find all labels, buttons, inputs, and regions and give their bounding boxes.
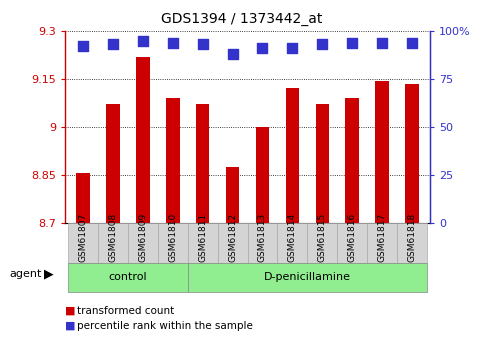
- Bar: [367, 223, 397, 263]
- Point: [258, 46, 266, 51]
- Bar: [136, 57, 150, 223]
- Bar: [98, 223, 128, 263]
- Text: GSM61814: GSM61814: [288, 213, 297, 262]
- Bar: [226, 167, 239, 223]
- Text: ■: ■: [65, 306, 76, 315]
- Bar: [218, 223, 248, 263]
- Text: GSM61816: GSM61816: [348, 213, 356, 262]
- Text: GSM61813: GSM61813: [258, 213, 267, 262]
- Bar: [188, 263, 427, 292]
- Bar: [188, 223, 218, 263]
- Text: agent: agent: [10, 269, 42, 279]
- Text: GSM61817: GSM61817: [378, 213, 386, 262]
- Text: GSM61812: GSM61812: [228, 213, 237, 262]
- Text: transformed count: transformed count: [77, 306, 174, 315]
- Bar: [68, 263, 188, 292]
- Bar: [196, 105, 210, 223]
- Text: GSM61808: GSM61808: [109, 213, 117, 262]
- Point: [318, 42, 326, 47]
- Bar: [285, 88, 299, 223]
- Text: ■: ■: [65, 321, 76, 331]
- Point: [199, 42, 207, 47]
- Bar: [76, 173, 90, 223]
- Text: GSM61818: GSM61818: [408, 213, 416, 262]
- Bar: [68, 223, 98, 263]
- Bar: [106, 105, 120, 223]
- Bar: [307, 223, 337, 263]
- Bar: [405, 84, 419, 223]
- Point: [288, 46, 296, 51]
- Text: GSM61815: GSM61815: [318, 213, 327, 262]
- Bar: [315, 105, 329, 223]
- Bar: [345, 98, 359, 223]
- Text: D-penicillamine: D-penicillamine: [264, 272, 351, 282]
- Bar: [158, 223, 188, 263]
- Bar: [337, 223, 367, 263]
- Point: [348, 40, 356, 45]
- Point: [109, 42, 117, 47]
- Bar: [256, 127, 269, 223]
- Bar: [397, 223, 427, 263]
- Text: GSM61810: GSM61810: [168, 213, 177, 262]
- Point: [79, 43, 87, 49]
- Bar: [248, 223, 277, 263]
- Text: control: control: [109, 272, 147, 282]
- Bar: [128, 223, 158, 263]
- Text: GSM61807: GSM61807: [79, 213, 87, 262]
- Text: GDS1394 / 1373442_at: GDS1394 / 1373442_at: [161, 12, 322, 26]
- Point: [139, 38, 147, 43]
- Text: GSM61809: GSM61809: [139, 213, 147, 262]
- Point: [229, 51, 237, 57]
- Bar: [375, 80, 389, 223]
- Text: GSM61811: GSM61811: [198, 213, 207, 262]
- Text: percentile rank within the sample: percentile rank within the sample: [77, 321, 253, 331]
- Text: ▶: ▶: [43, 268, 53, 281]
- Bar: [277, 223, 307, 263]
- Bar: [166, 98, 180, 223]
- Point: [169, 40, 177, 45]
- Point: [408, 40, 416, 45]
- Point: [378, 40, 386, 45]
